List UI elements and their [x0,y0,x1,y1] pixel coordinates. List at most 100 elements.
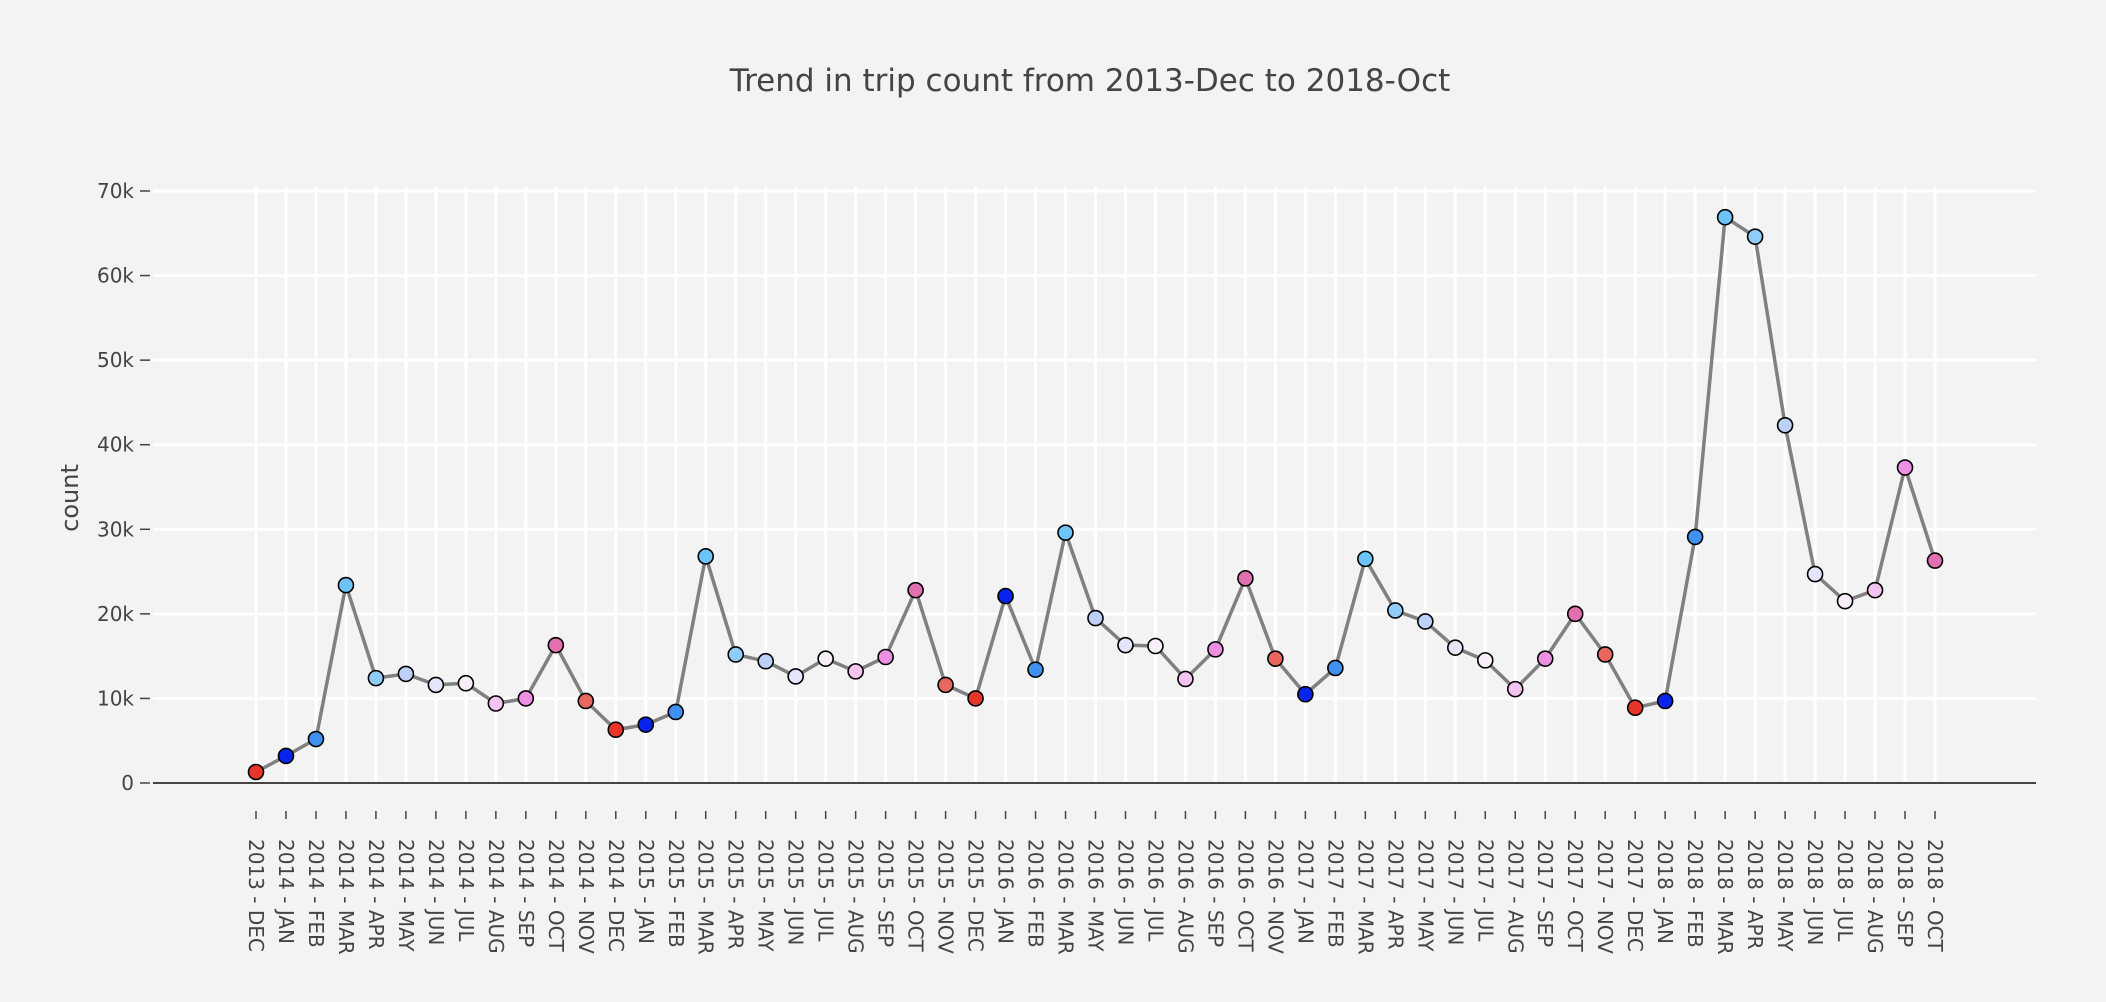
x-tick-label: 2017 - OCT [1563,839,1587,953]
x-tick-label: 2015 - JAN [634,839,658,944]
x-tick-label: 2014 - OCT [544,839,568,953]
data-point [937,676,954,694]
x-tick-label: 2015 - MAR [694,839,718,955]
x-tick-label: 2014 - MAR [334,839,358,955]
data-point [397,665,415,683]
data-point [757,652,774,670]
data-point [1117,636,1134,654]
data-point [997,587,1014,605]
data-point [1896,459,1914,476]
data-point [1417,613,1434,630]
data-point [727,646,745,663]
data-point [1327,659,1344,677]
data-point [1267,650,1284,667]
data-point [787,668,804,685]
x-tick-label: 2014 - JAN [274,839,298,944]
x-tick-label: 2017 - MAR [1353,839,1377,955]
data-point [1596,646,1614,663]
x-tick-label: 2016 - FEB [1024,839,1048,948]
data-point [277,747,295,765]
x-tick-label: 2018 - FEB [1683,839,1707,948]
data-point [1536,650,1554,667]
data-point [1566,605,1584,623]
x-tick-label: 2015 - APR [724,839,748,950]
x-tick-label: 2015 - SEP [874,839,898,947]
data-point [1357,550,1374,568]
data-point [1836,592,1854,610]
x-tick-label: 2017 - NOV [1593,839,1617,954]
x-tick-label: 2013 - DEC [244,839,268,952]
x-tick-label: 2018 - MAY [1773,839,1797,952]
data-point [427,676,445,694]
data-point [457,674,475,692]
data-point [1506,680,1524,698]
x-tick-label: 2017 - JAN [1293,839,1317,944]
data-point [817,650,834,667]
data-point [1087,609,1104,627]
x-tick-label: 2017 - FEB [1323,839,1347,948]
x-tick-label: 2016 - AUG [1173,839,1197,954]
data-point [697,548,715,565]
x-tick-label: 2018 - SEP [1893,839,1917,947]
x-tick-label: 2016 - JUN [1113,839,1137,945]
y-axis-label: count [56,464,84,532]
x-tick-label: 2014 - FEB [304,839,328,948]
x-tick-label: 2018 - JAN [1653,839,1677,944]
data-point [1147,637,1164,655]
data-point [637,716,655,733]
x-tick-label: 2014 - JUL [454,839,478,942]
x-tick-label: 2015 - JUL [814,839,838,942]
x-tick-label: 2016 - NOV [1263,839,1287,954]
y-tick-label: 0 [121,771,134,795]
y-axis-ticks: 0 10k 20k 30k 40k 50k 60k 70k [97,179,150,795]
y-tick-label: 50k [97,348,134,372]
data-point [1776,416,1794,434]
data-point [577,692,595,710]
x-tick-label: 2015 - DEC [964,839,988,952]
data-point [1746,228,1764,245]
data-point [667,703,685,721]
x-tick-label: 2018 - OCT [1923,839,1947,953]
data-point [337,576,355,594]
data-point [907,581,924,599]
data-point [1686,528,1704,546]
y-tick-label: 60k [97,264,134,288]
data-point [1716,208,1734,226]
x-tick-label: 2014 - APR [364,839,388,950]
x-tick-label: 2015 - OCT [904,839,928,953]
x-tick-label: 2017 - MAY [1413,839,1437,952]
data-point [517,690,535,707]
x-tick-label: 2016 - JAN [994,839,1018,944]
data-point [367,669,385,687]
data-point [307,730,325,748]
data-point [487,695,505,712]
data-point [547,636,565,654]
x-tick-label: 2014 - DEC [604,839,628,952]
chart-title: Trend in trip count from 2013-Dec to 201… [729,63,1451,99]
data-point [1387,602,1404,619]
x-tick-label: 2017 - APR [1383,839,1407,950]
x-tick-label: 2017 - JUL [1473,839,1497,942]
y-tick-label: 10k [97,686,134,710]
data-point [607,721,625,739]
x-tick-label: 2014 - MAY [394,839,418,952]
data-point [1926,552,1944,569]
data-point [247,763,265,781]
data-point [1626,699,1644,717]
x-tick-label: 2015 - JUN [784,839,808,945]
y-tick-label: 30k [97,517,134,541]
x-tick-label: 2017 - DEC [1623,839,1647,952]
x-tick-label: 2017 - JUN [1443,839,1467,945]
data-point [1237,570,1254,587]
y-tick-label: 20k [97,602,134,626]
x-tick-label: 2014 - NOV [574,839,598,954]
x-tick-label: 2016 - JUL [1143,839,1167,942]
data-point [967,690,984,707]
x-tick-label: 2018 - APR [1743,839,1767,950]
x-tick-label: 2015 - FEB [664,839,688,948]
x-tick-label: 2014 - JUN [424,839,448,945]
data-point [1297,685,1314,703]
x-tick-label: 2018 - AUG [1863,839,1887,954]
x-tick-label: 2015 - AUG [844,839,868,954]
